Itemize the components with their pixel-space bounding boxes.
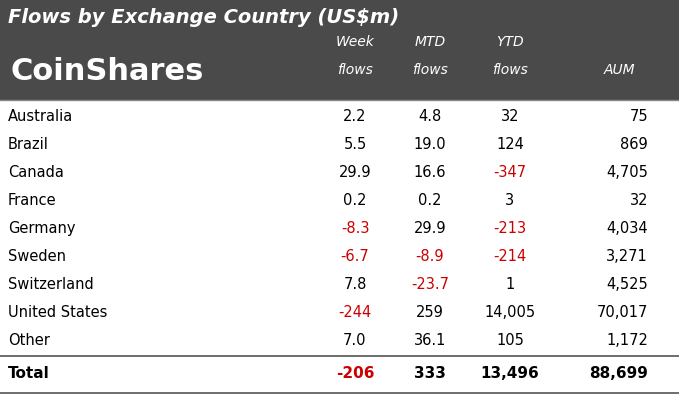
Text: France: France: [8, 193, 56, 208]
Text: 0.2: 0.2: [344, 193, 367, 208]
Text: Germany: Germany: [8, 221, 75, 236]
Text: 70,017: 70,017: [597, 305, 648, 320]
Text: 0.2: 0.2: [418, 193, 442, 208]
Text: 105: 105: [496, 333, 524, 348]
Text: Other: Other: [8, 333, 50, 348]
Text: -244: -244: [338, 305, 371, 320]
Text: 4,034: 4,034: [606, 221, 648, 236]
Text: -347: -347: [494, 165, 526, 180]
Text: AUM: AUM: [604, 63, 636, 77]
Text: 3: 3: [505, 193, 515, 208]
Text: 32: 32: [500, 109, 519, 124]
Text: 3,271: 3,271: [606, 249, 648, 264]
Text: Sweden: Sweden: [8, 249, 66, 264]
Text: 75: 75: [629, 109, 648, 124]
Text: -23.7: -23.7: [411, 277, 449, 292]
Text: 13,496: 13,496: [481, 366, 539, 381]
Text: flows: flows: [412, 63, 448, 77]
Text: 869: 869: [620, 137, 648, 152]
Text: Canada: Canada: [8, 165, 64, 180]
Text: -206: -206: [335, 366, 374, 381]
Text: 333: 333: [414, 366, 446, 381]
Text: 36.1: 36.1: [414, 333, 446, 348]
Text: Flows by Exchange Country (US$m): Flows by Exchange Country (US$m): [8, 8, 399, 27]
Text: 4,705: 4,705: [606, 165, 648, 180]
Text: 1: 1: [505, 277, 515, 292]
Text: Week: Week: [335, 35, 374, 49]
Text: 1,172: 1,172: [606, 333, 648, 348]
Text: MTD: MTD: [414, 35, 445, 49]
Text: -214: -214: [494, 249, 527, 264]
Text: 259: 259: [416, 305, 444, 320]
Text: -8.3: -8.3: [341, 221, 369, 236]
Text: 4.8: 4.8: [418, 109, 441, 124]
Text: -6.7: -6.7: [341, 249, 369, 264]
Text: 7.0: 7.0: [344, 333, 367, 348]
Text: 32: 32: [629, 193, 648, 208]
Text: -213: -213: [494, 221, 526, 236]
Text: flows: flows: [337, 63, 373, 77]
Text: 29.9: 29.9: [339, 165, 371, 180]
Text: 124: 124: [496, 137, 524, 152]
Text: 4,525: 4,525: [606, 277, 648, 292]
Text: 16.6: 16.6: [414, 165, 446, 180]
Text: flows: flows: [492, 63, 528, 77]
Text: Australia: Australia: [8, 109, 73, 124]
Text: Total: Total: [8, 366, 50, 381]
Text: Brazil: Brazil: [8, 137, 49, 152]
Bar: [0, 0, 679, 100]
Text: YTD: YTD: [496, 35, 524, 49]
Text: CoinShares: CoinShares: [10, 57, 204, 86]
Text: 19.0: 19.0: [414, 137, 446, 152]
Text: 29.9: 29.9: [414, 221, 446, 236]
Text: -8.9: -8.9: [416, 249, 444, 264]
Text: 88,699: 88,699: [589, 366, 648, 381]
Text: 5.5: 5.5: [344, 137, 367, 152]
Text: Switzerland: Switzerland: [8, 277, 94, 292]
Text: 7.8: 7.8: [344, 277, 367, 292]
Text: 14,005: 14,005: [484, 305, 536, 320]
Text: United States: United States: [8, 305, 107, 320]
Text: 2.2: 2.2: [344, 109, 367, 124]
